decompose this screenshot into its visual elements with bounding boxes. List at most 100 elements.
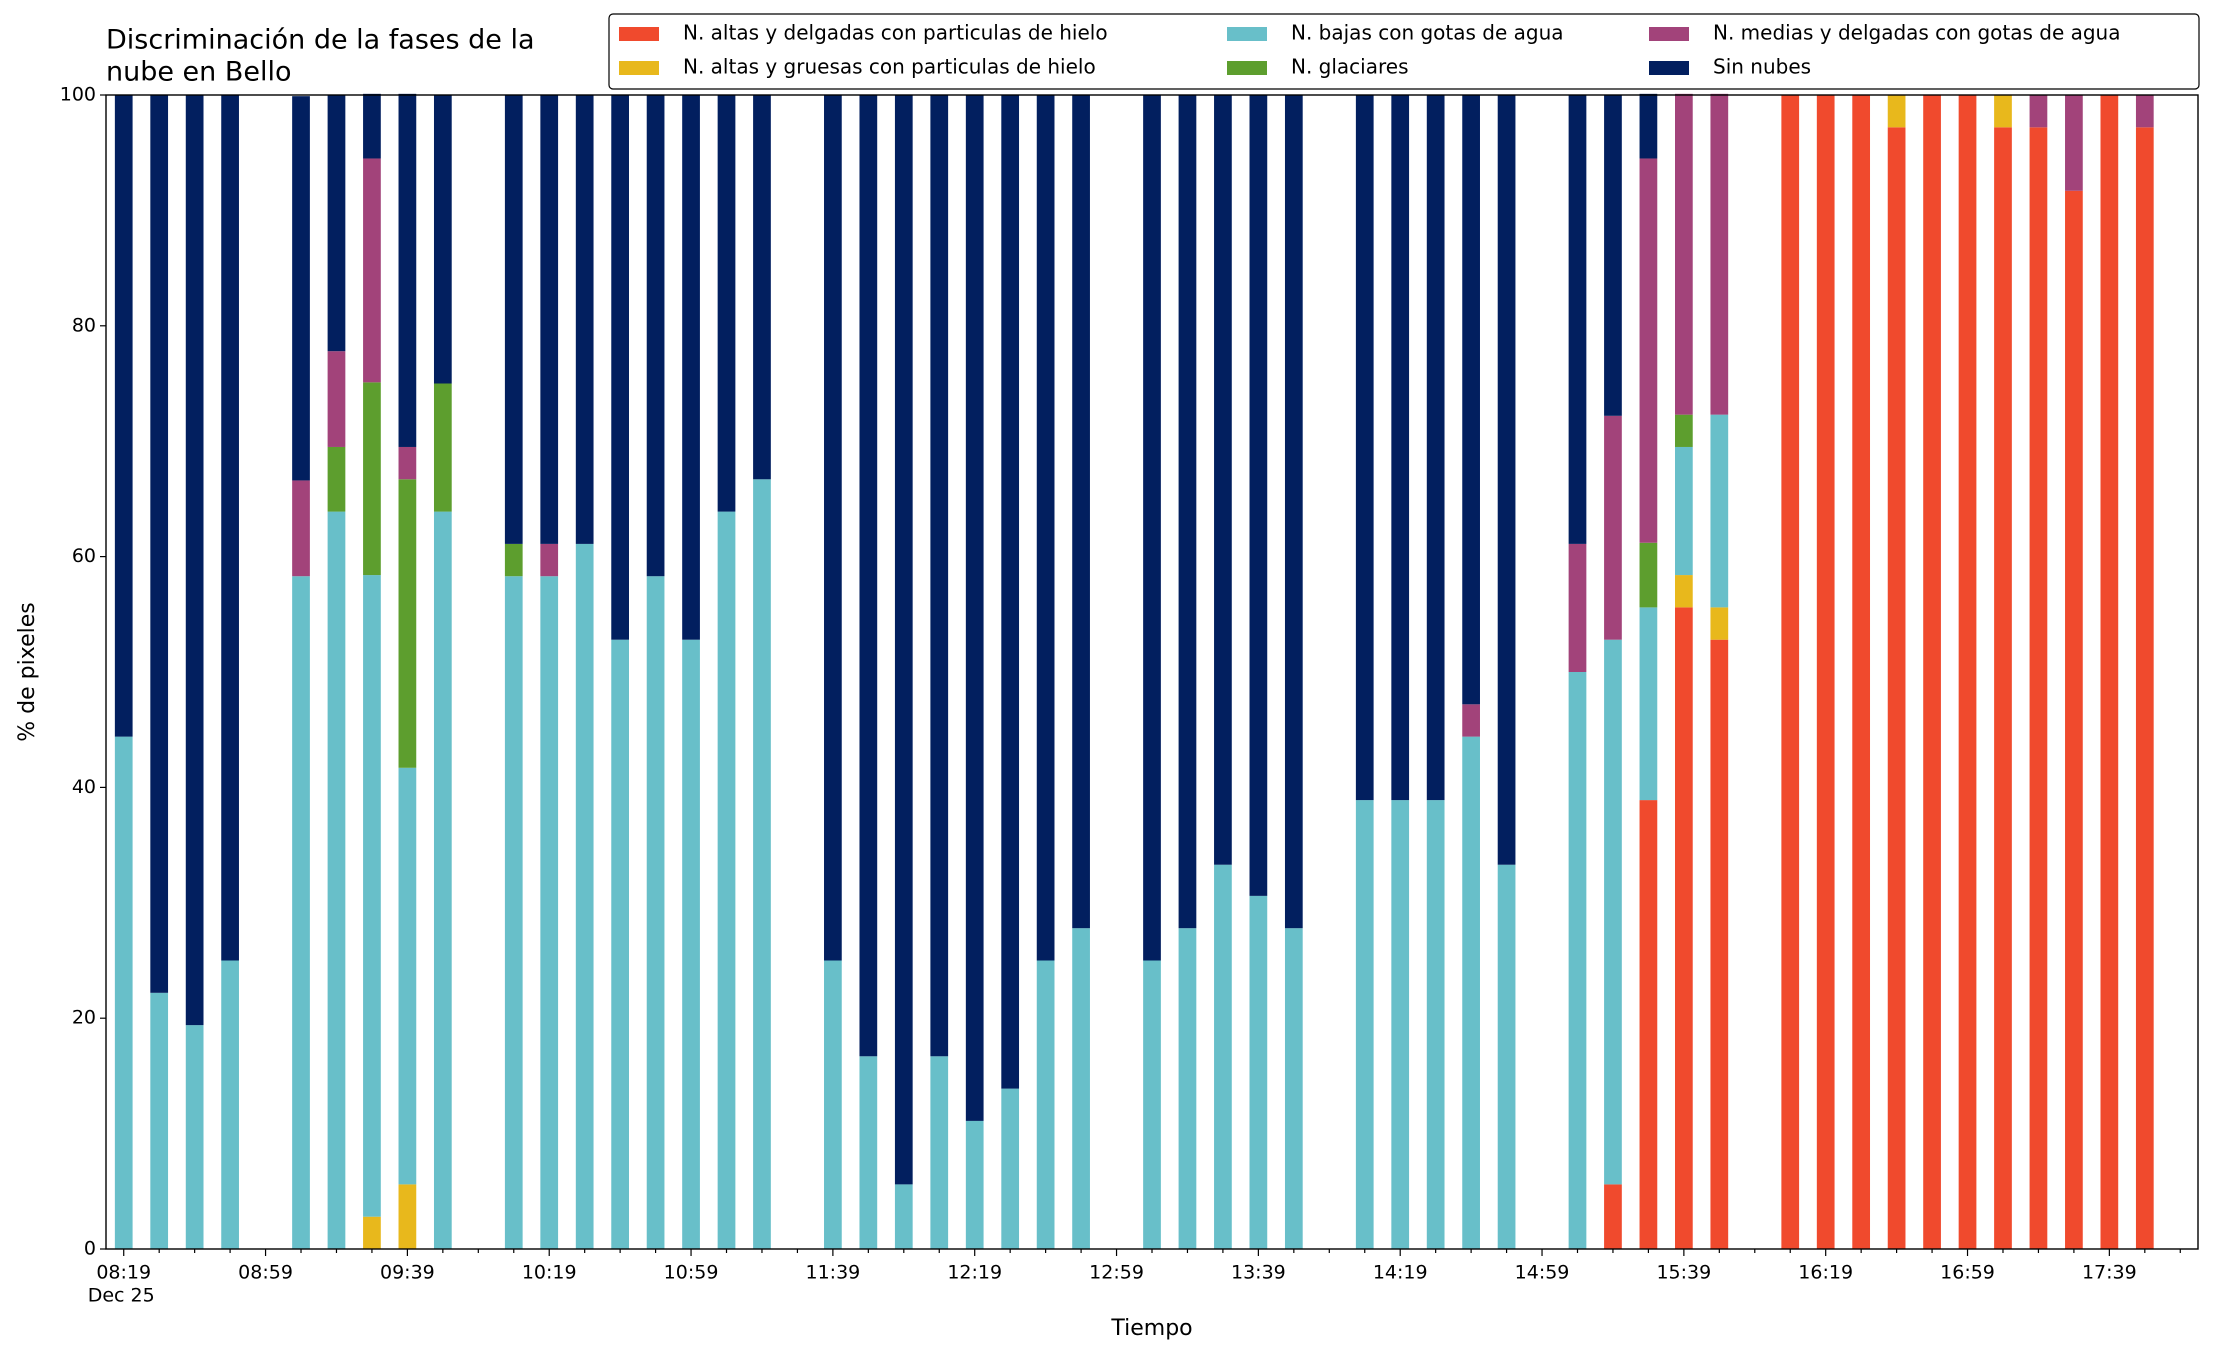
bar-segment — [1639, 542, 1658, 608]
x-tick-label: 08:19 — [96, 1262, 151, 1284]
bar-segment — [2100, 95, 2119, 1249]
bar-segment — [327, 351, 346, 447]
bar-segment — [965, 95, 984, 1121]
bar-segment — [1710, 639, 1729, 1249]
legend-text: N. altas y delgadas con particulas de hi… — [683, 21, 1108, 45]
legend-swatch — [619, 27, 659, 41]
bar-segment — [717, 95, 736, 512]
bar-segment — [611, 95, 629, 640]
bar-segment — [363, 575, 381, 1217]
bar-segment — [2029, 95, 2048, 128]
bar-segment — [1639, 158, 1658, 543]
bar-segment — [1887, 127, 1906, 1249]
bar-segment — [1391, 800, 1410, 1249]
bar-segment — [1994, 127, 2012, 1249]
bar-segment — [1355, 95, 1374, 801]
legend-text: N. glaciares — [1291, 55, 1409, 79]
bar-segment — [1675, 93, 1693, 415]
x-date-label: Dec 25 — [88, 1285, 155, 1307]
x-tick-label: 16:59 — [1940, 1262, 1995, 1284]
bar-segment — [1852, 95, 1871, 1249]
bar-segment — [930, 1056, 949, 1249]
bar-segment — [1781, 95, 1800, 1249]
bar-segment — [398, 93, 417, 447]
bar-segment — [1426, 800, 1445, 1249]
x-tick-label: 17:39 — [2082, 1262, 2137, 1284]
bar-segment — [1391, 95, 1410, 801]
bar-segment — [327, 446, 346, 512]
bar-segment — [1923, 95, 1941, 1249]
bar-segment — [540, 543, 559, 577]
bar-segment — [753, 479, 771, 1250]
bar-segment — [824, 960, 842, 1249]
bar-segment — [894, 1184, 913, 1249]
bar-segment — [682, 95, 700, 640]
legend: N. altas y delgadas con particulas de hi… — [608, 13, 2200, 90]
bar-segment — [1143, 960, 1161, 1249]
bar-segment — [363, 93, 381, 159]
legend-swatch — [1649, 61, 1689, 75]
y-axis-label: % de pixeles — [15, 602, 40, 741]
legend-swatch — [1649, 27, 1689, 41]
bar-segment — [682, 639, 700, 1249]
legend-swatch — [619, 61, 659, 75]
legend-swatch — [1227, 61, 1267, 75]
bar-segment — [504, 576, 523, 1249]
bar-segment — [753, 95, 771, 480]
bar-segment — [1284, 928, 1303, 1249]
bar-segment — [150, 95, 169, 993]
bar-segment — [2029, 127, 2048, 1249]
x-tick-label: 08:59 — [238, 1262, 293, 1284]
bar-segment — [504, 543, 523, 577]
bar-segment — [433, 383, 452, 512]
bar-segment — [292, 576, 310, 1249]
bar-segment — [1214, 864, 1232, 1249]
bar-segment — [1497, 864, 1516, 1249]
bar-segment — [646, 95, 665, 577]
bar-segment — [1143, 95, 1161, 961]
bar-segment — [1604, 415, 1622, 640]
bar-segment — [398, 1184, 417, 1249]
bar-segment — [2065, 190, 2083, 1250]
legend-text: N. medias y delgadas con gotas de agua — [1713, 21, 2121, 45]
bar-segment — [1710, 414, 1729, 608]
bar-segment — [1604, 95, 1622, 416]
bar-segment — [114, 95, 133, 737]
bar-segment — [1710, 93, 1729, 415]
bar-segment — [150, 992, 169, 1249]
x-tick-label: 16:19 — [1798, 1262, 1853, 1284]
bar-segment — [1994, 95, 2012, 128]
y-tick-label: 100 — [60, 84, 96, 106]
bar-segment — [611, 639, 629, 1249]
bar-segment — [1639, 607, 1658, 801]
bar-segment — [292, 480, 310, 577]
bar-segment — [398, 446, 417, 480]
bar-segment — [2135, 127, 2154, 1249]
bar-segment — [1178, 928, 1197, 1249]
bar-segment — [1355, 800, 1374, 1249]
bar-segment — [1284, 95, 1303, 929]
bar-segment — [859, 95, 878, 1057]
legend-text: N. bajas con gotas de agua — [1291, 21, 1564, 45]
bar-segment — [1462, 704, 1480, 737]
x-tick-label: 11:39 — [805, 1262, 860, 1284]
bar-segment — [1887, 95, 1906, 128]
bar-segment — [433, 511, 452, 1249]
bar-segment — [363, 382, 381, 576]
bar-segment — [646, 576, 665, 1249]
bar-segment — [859, 1056, 878, 1249]
bar-segment — [1036, 95, 1055, 961]
chart-title: nube en Bello — [106, 57, 292, 88]
y-tick-label: 20 — [72, 1007, 96, 1029]
x-tick-label: 14:59 — [1515, 1262, 1570, 1284]
bar-segment — [1604, 639, 1622, 1185]
x-tick-label: 10:19 — [522, 1262, 577, 1284]
x-tick-label: 12:59 — [1089, 1262, 1144, 1284]
bar-segment — [327, 95, 346, 352]
bar-segment — [1001, 95, 1020, 1089]
bar-segment — [1214, 95, 1232, 865]
bar-segment — [1036, 960, 1055, 1249]
legend-swatch — [1227, 27, 1267, 41]
bar-segment — [965, 1120, 984, 1249]
bar-segment — [398, 479, 417, 768]
